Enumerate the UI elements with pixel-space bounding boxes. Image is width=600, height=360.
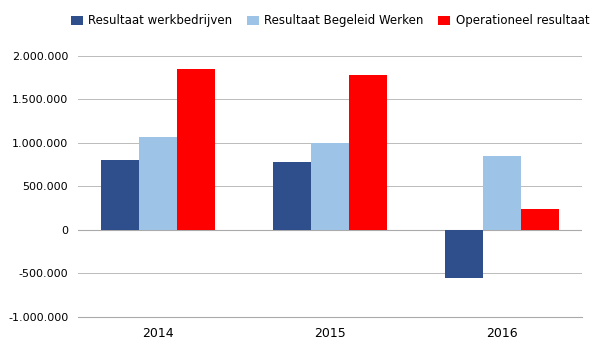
Bar <box>521 209 559 230</box>
Bar <box>349 75 387 230</box>
Bar <box>176 68 215 230</box>
Bar <box>311 143 349 230</box>
Bar <box>139 136 176 230</box>
Bar <box>101 160 139 230</box>
Bar <box>484 156 521 230</box>
Bar <box>445 230 484 278</box>
Bar <box>273 162 311 230</box>
Legend: Resultaat werkbedrijven, Resultaat Begeleid Werken, Operationeel resultaat: Resultaat werkbedrijven, Resultaat Begel… <box>66 9 594 32</box>
